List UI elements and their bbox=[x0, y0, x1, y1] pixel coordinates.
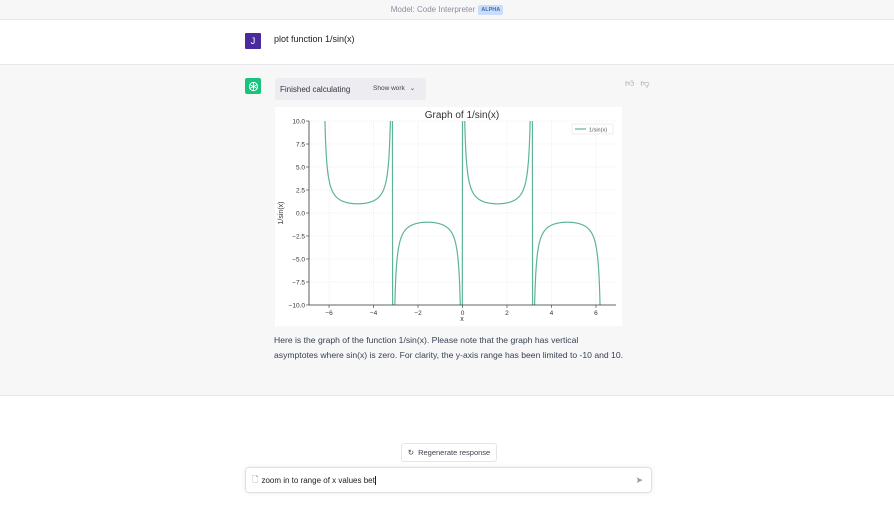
alpha-badge: ALPHA bbox=[478, 4, 504, 15]
model-label: Model: Code Interpreter bbox=[390, 5, 476, 14]
y-tick-label: −10.0 bbox=[289, 302, 306, 309]
chart: Graph of 1/sin(x) x 1/sin(x) −6 −4 −2 0 2 4 6 1… bbox=[275, 107, 622, 326]
file-icon: 🗋 bbox=[252, 475, 259, 484]
x-tick-label: −6 bbox=[325, 310, 333, 317]
show-work-panel[interactable]: Finished calculating Show work ⌄ bbox=[275, 78, 426, 100]
user-avatar: J bbox=[245, 33, 261, 49]
chatgpt-logo-icon bbox=[245, 78, 261, 94]
thumbs-down-icon[interactable]: 👎︎ bbox=[640, 78, 650, 88]
x-tick-label: 6 bbox=[594, 310, 598, 317]
chevron-down-icon: ⌄ bbox=[409, 85, 416, 92]
y-tick-label: −5.0 bbox=[292, 256, 305, 263]
x-tick-label: 0 bbox=[461, 310, 465, 317]
assistant-message: Finished calculating Show work ⌄ 👍︎ 👎︎ Gr… bbox=[0, 65, 894, 396]
series-line-1-sin-x bbox=[324, 121, 601, 305]
regenerate-response-button[interactable]: ↻ Regenerate response bbox=[401, 443, 497, 462]
thumbs-up-icon[interactable]: 👍︎ bbox=[625, 78, 635, 88]
chart-title: Graph of 1/sin(x) bbox=[425, 110, 499, 121]
x-tick-label: −2 bbox=[414, 310, 422, 317]
chart-svg: Graph of 1/sin(x) x 1/sin(x) −6 −4 −2 0 2 4 6 1… bbox=[278, 110, 616, 323]
x-axis-label: x bbox=[460, 316, 464, 323]
y-axis-label: 1/sin(x) bbox=[278, 202, 285, 225]
send-icon[interactable]: ➤ bbox=[635, 475, 643, 485]
y-tick-label: 0.0 bbox=[296, 210, 305, 217]
user-message-text: plot function 1/sin(x) bbox=[274, 34, 355, 44]
legend: 1/sin(x) bbox=[571, 123, 614, 135]
user-message: J plot function 1/sin(x) bbox=[0, 20, 894, 65]
show-work-label: Show work bbox=[373, 85, 405, 92]
y-tick-label: −7.5 bbox=[292, 279, 305, 286]
assistant-reply-text: Here is the graph of the function 1/sin(… bbox=[274, 335, 623, 360]
legend-label: 1/sin(x) bbox=[589, 128, 607, 134]
message-input-text: zoom in to range of x values bet bbox=[261, 475, 375, 485]
x-tick-label: 4 bbox=[550, 310, 554, 317]
y-tick-label: 7.5 bbox=[296, 141, 305, 148]
x-tick-label: 2 bbox=[505, 310, 509, 317]
model-bar: Model: Code Interpreter ALPHA bbox=[0, 0, 894, 20]
y-tick-label: −2.5 bbox=[292, 233, 305, 240]
y-tick-label: 5.0 bbox=[296, 164, 305, 171]
status-text: Finished calculating bbox=[280, 84, 351, 94]
show-work-button[interactable]: Show work ⌄ bbox=[373, 85, 415, 93]
x-tick-label: −4 bbox=[370, 310, 378, 317]
message-input[interactable]: 🗋 zoom in to range of x values bet ➤ bbox=[245, 467, 652, 493]
y-tick-label: 10.0 bbox=[292, 118, 305, 125]
regenerate-label: Regenerate response bbox=[418, 448, 491, 457]
y-tick-label: 2.5 bbox=[296, 187, 305, 194]
refresh-icon: ↻ bbox=[407, 448, 415, 457]
